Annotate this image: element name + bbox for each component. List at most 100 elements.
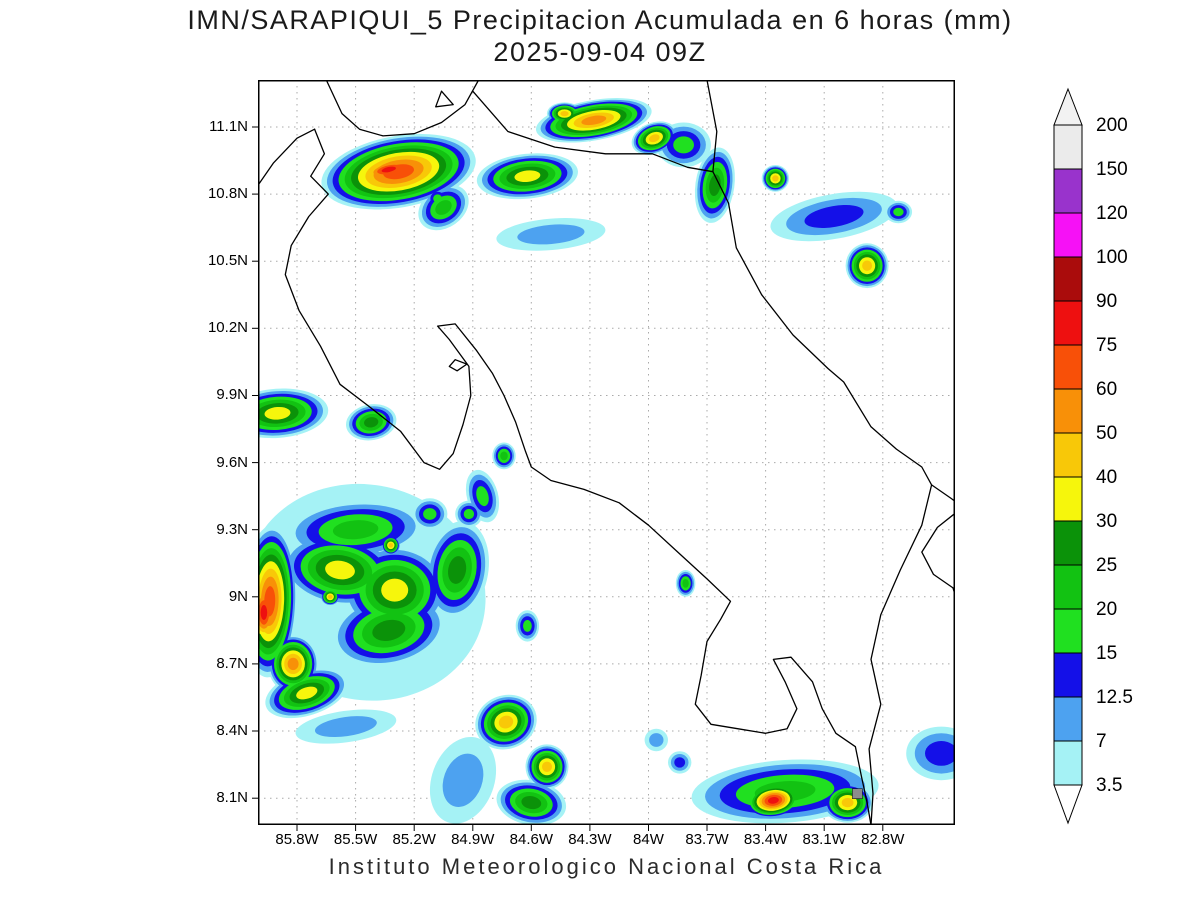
precip-contour: [498, 715, 514, 729]
precip-contour: [893, 207, 904, 217]
x-tick-label: 84.3W: [568, 831, 612, 848]
colorbar-band: [1053, 300, 1083, 346]
precip-contour: [296, 686, 318, 700]
precip-contour: [841, 797, 854, 808]
x-tick-label: 82.8W: [861, 831, 905, 848]
y-tick-label: 8.1N: [216, 789, 248, 807]
y-tick-label: 10.5N: [207, 252, 248, 270]
coastline: [868, 484, 933, 825]
precip-contour: [542, 761, 552, 772]
precip-contour: [433, 194, 442, 203]
chart-subtitle: 2025-09-04 09Z: [493, 37, 707, 67]
colorbar-tick-label: 7: [1096, 731, 1107, 752]
precip-contour: [381, 578, 409, 602]
precip-contour: [388, 543, 394, 548]
colorbar-band: [1053, 652, 1083, 698]
colorbar-tick-label: 100: [1096, 247, 1128, 268]
colorbar-tick-label: 150: [1096, 159, 1128, 180]
y-tick-label: 9.9N: [216, 386, 248, 404]
coastline: [284, 128, 872, 825]
y-tick-label: 8.7N: [216, 654, 248, 672]
coastline-layer: [258, 80, 955, 825]
precip-contour: [925, 741, 955, 766]
plot-frame: [258, 80, 955, 825]
precip-contour: [514, 170, 541, 183]
coastline: [258, 128, 316, 186]
colorbar-band: [1053, 256, 1083, 302]
x-tick-label: 85.8W: [275, 831, 319, 848]
colorbar-tick-label: 75: [1096, 335, 1117, 356]
precip-contour: [264, 406, 291, 420]
y-tick-label: 9.6N: [216, 453, 248, 471]
colorbar-band: [1053, 696, 1083, 742]
colorbar-tick-label: 20: [1096, 599, 1117, 620]
colorbar-band: [1053, 432, 1083, 478]
colorbar-tick-label: 90: [1096, 291, 1117, 312]
colorbar-tick-label: 3.5: [1096, 775, 1122, 796]
colorbar-tick-label: 12.5: [1096, 687, 1133, 708]
precip-contour: [423, 508, 437, 520]
colorbar-band: [1053, 520, 1083, 566]
precip-contour: [442, 753, 484, 807]
precip-contour: [332, 520, 379, 540]
footer-credit: Instituto Meteorologico Nacional Costa R…: [328, 854, 885, 879]
y-tick-label: 10.2N: [207, 319, 248, 337]
x-tick-label: 83.4W: [743, 831, 788, 848]
precip-contour: [287, 657, 299, 671]
y-tick-label: 9.3N: [216, 520, 248, 538]
colorbar-tick-label: 200: [1096, 115, 1128, 136]
precip-contour: [581, 115, 607, 126]
precip-contour: [476, 486, 489, 507]
precip-contour: [260, 605, 268, 620]
precip-contour: [560, 111, 569, 117]
precip-contour: [314, 716, 377, 738]
x-tick-label: 83.7W: [685, 831, 729, 848]
x-tick-label: 83.1W: [802, 831, 846, 848]
colorbar-tick-label: 25: [1096, 555, 1117, 576]
y-tick-label: 8.4N: [216, 722, 248, 740]
colorbar-tick-label: 40: [1096, 467, 1117, 488]
chart-title: IMN/SARAPIQUI_5 Precipitacion Acumulada …: [187, 5, 1013, 35]
coastline: [921, 512, 955, 597]
colorbar-tick-label: 15: [1096, 643, 1117, 664]
coastline: [472, 90, 714, 173]
x-tick-label: 85.5W: [333, 831, 378, 848]
colorbar-band: [1053, 124, 1083, 170]
precipitation-layer: [258, 98, 955, 825]
tick-layer: [252, 126, 884, 831]
precip-contour: [862, 260, 873, 271]
precip-contour: [649, 733, 664, 747]
colorbar-band: [1053, 344, 1083, 390]
grid-layer: [258, 80, 955, 825]
precip-contour: [463, 508, 475, 520]
coastline: [448, 359, 468, 372]
colorbar-band: [1053, 740, 1083, 786]
precip-contour: [804, 205, 864, 228]
precip-contour: [327, 594, 333, 599]
colorbar-arrow-down: [1053, 784, 1083, 825]
colorbar-band: [1053, 388, 1083, 434]
colorbar-tick-label: 60: [1096, 379, 1117, 400]
precip-contour: [364, 417, 379, 428]
precip-gray-cell: [852, 788, 863, 799]
precip-contour: [325, 560, 355, 580]
precip-contour: [767, 797, 779, 804]
colorbar-tick-label: 50: [1096, 423, 1117, 444]
y-tick-label: 9N: [228, 587, 248, 605]
precip-contour: [674, 757, 686, 768]
map-plot-area: 11.1N 10.8N 10.5N 10.2N 9.9N 9.6N 9.3N 9N 8.7N 8.…: [208, 80, 955, 848]
precip-contour: [381, 166, 396, 173]
coastline: [435, 90, 454, 108]
precip-contour: [648, 134, 660, 143]
coastline: [325, 80, 480, 137]
colorbar-band: [1053, 476, 1083, 522]
precip-contour: [517, 224, 585, 245]
x-tick-label: 84.9W: [451, 831, 495, 848]
colorbar-band: [1053, 168, 1083, 214]
precip-contour: [772, 175, 779, 182]
precip-contour: [500, 451, 508, 461]
x-tick-label: 84W: [633, 831, 664, 848]
coastline: [706, 80, 955, 503]
colorbar-band: [1053, 564, 1083, 610]
